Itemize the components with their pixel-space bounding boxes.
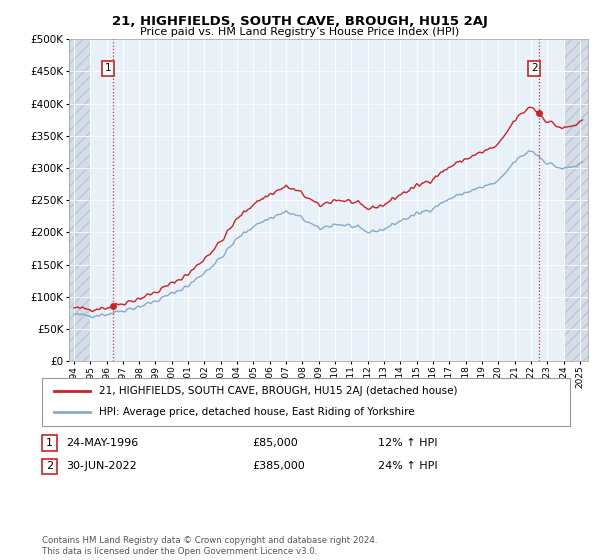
Text: 21, HIGHFIELDS, SOUTH CAVE, BROUGH, HU15 2AJ (detached house): 21, HIGHFIELDS, SOUTH CAVE, BROUGH, HU15…: [99, 386, 458, 396]
Text: 1: 1: [105, 63, 112, 73]
Text: 2: 2: [46, 461, 53, 472]
Text: 1: 1: [46, 438, 53, 448]
Text: 24% ↑ HPI: 24% ↑ HPI: [378, 461, 437, 472]
Text: 21, HIGHFIELDS, SOUTH CAVE, BROUGH, HU15 2AJ: 21, HIGHFIELDS, SOUTH CAVE, BROUGH, HU15…: [112, 15, 488, 27]
Bar: [69, 39, 90, 361]
Text: Price paid vs. HM Land Registry’s House Price Index (HPI): Price paid vs. HM Land Registry’s House …: [140, 27, 460, 37]
Bar: [563, 39, 588, 361]
Text: 12% ↑ HPI: 12% ↑ HPI: [378, 438, 437, 448]
Text: £385,000: £385,000: [252, 461, 305, 472]
Text: £85,000: £85,000: [252, 438, 298, 448]
Text: Contains HM Land Registry data © Crown copyright and database right 2024.
This d: Contains HM Land Registry data © Crown c…: [42, 536, 377, 556]
Text: 30-JUN-2022: 30-JUN-2022: [66, 461, 137, 472]
Text: 24-MAY-1996: 24-MAY-1996: [66, 438, 138, 448]
Text: 2: 2: [531, 63, 538, 73]
Text: HPI: Average price, detached house, East Riding of Yorkshire: HPI: Average price, detached house, East…: [99, 407, 415, 417]
